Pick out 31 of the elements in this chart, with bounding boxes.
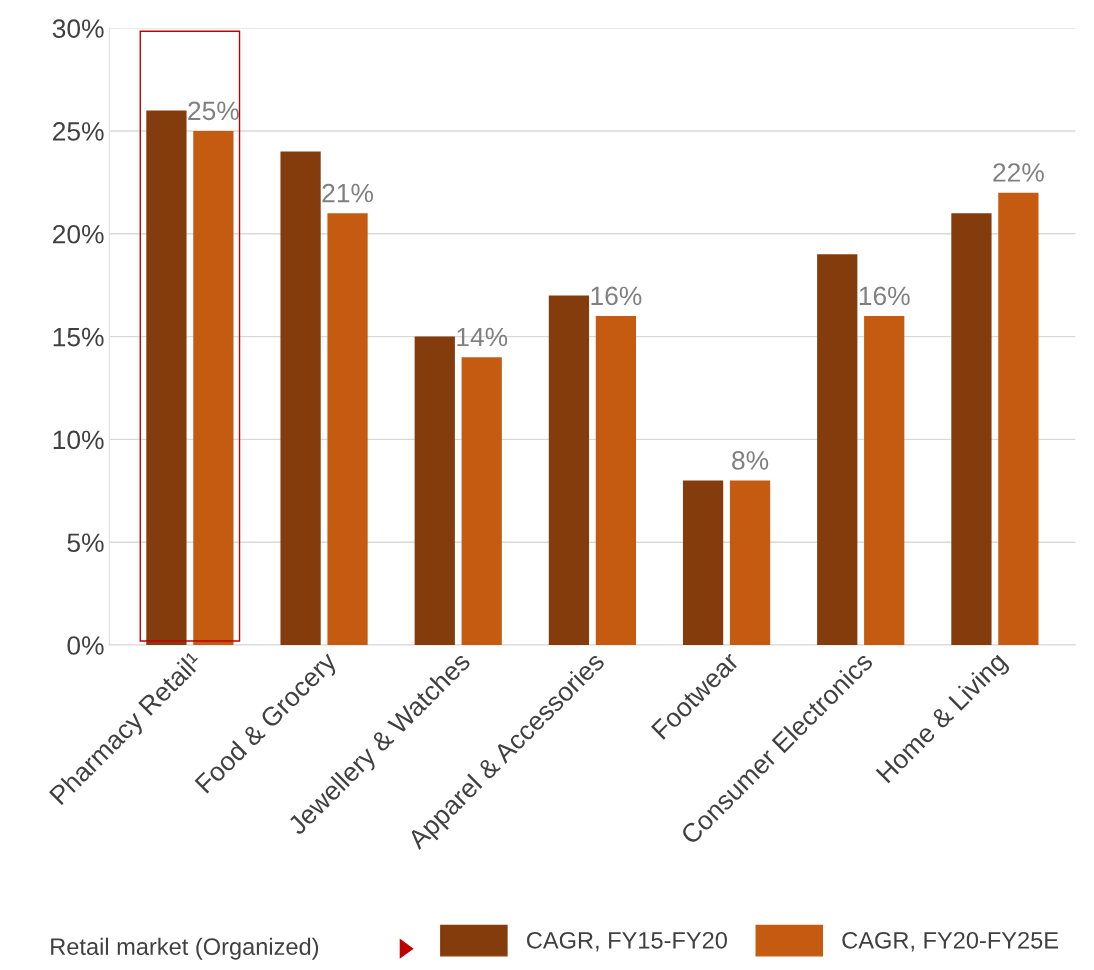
- y-tick-label: 20%: [53, 224, 104, 244]
- bar: [461, 357, 502, 646]
- legend-label: CAGR, FY15-FY20: [527, 931, 727, 952]
- data-label: 8%: [732, 451, 769, 470]
- bar: [817, 254, 858, 646]
- legend-label: CAGR, FY20-FY25E: [842, 931, 1059, 952]
- y-tick-label: 25%: [53, 122, 104, 141]
- bar: [280, 151, 321, 646]
- y-tick-label: 0%: [67, 636, 104, 655]
- bar: [414, 336, 455, 646]
- y-tick-label: 10%: [53, 430, 104, 450]
- bar: [146, 110, 187, 646]
- bar: [548, 295, 590, 646]
- bar: [193, 130, 234, 646]
- bar: [729, 480, 771, 646]
- legend-title: Retail market (Organized): [51, 937, 319, 960]
- bar: [864, 316, 905, 646]
- bar: [682, 480, 724, 646]
- bar: [595, 316, 637, 646]
- data-label: 16%: [859, 286, 910, 306]
- bar: [951, 213, 992, 646]
- y-tick-label: 30%: [52, 19, 104, 38]
- y-tick-label: 15%: [53, 327, 104, 347]
- data-label: 14%: [457, 327, 508, 347]
- bar: [998, 192, 1039, 646]
- data-label: 21%: [322, 183, 374, 203]
- data-label: 22%: [993, 163, 1044, 182]
- data-label: 25%: [188, 101, 239, 121]
- y-tick-label: 5%: [67, 533, 104, 553]
- bar: [327, 213, 368, 646]
- data-label: 16%: [591, 286, 642, 306]
